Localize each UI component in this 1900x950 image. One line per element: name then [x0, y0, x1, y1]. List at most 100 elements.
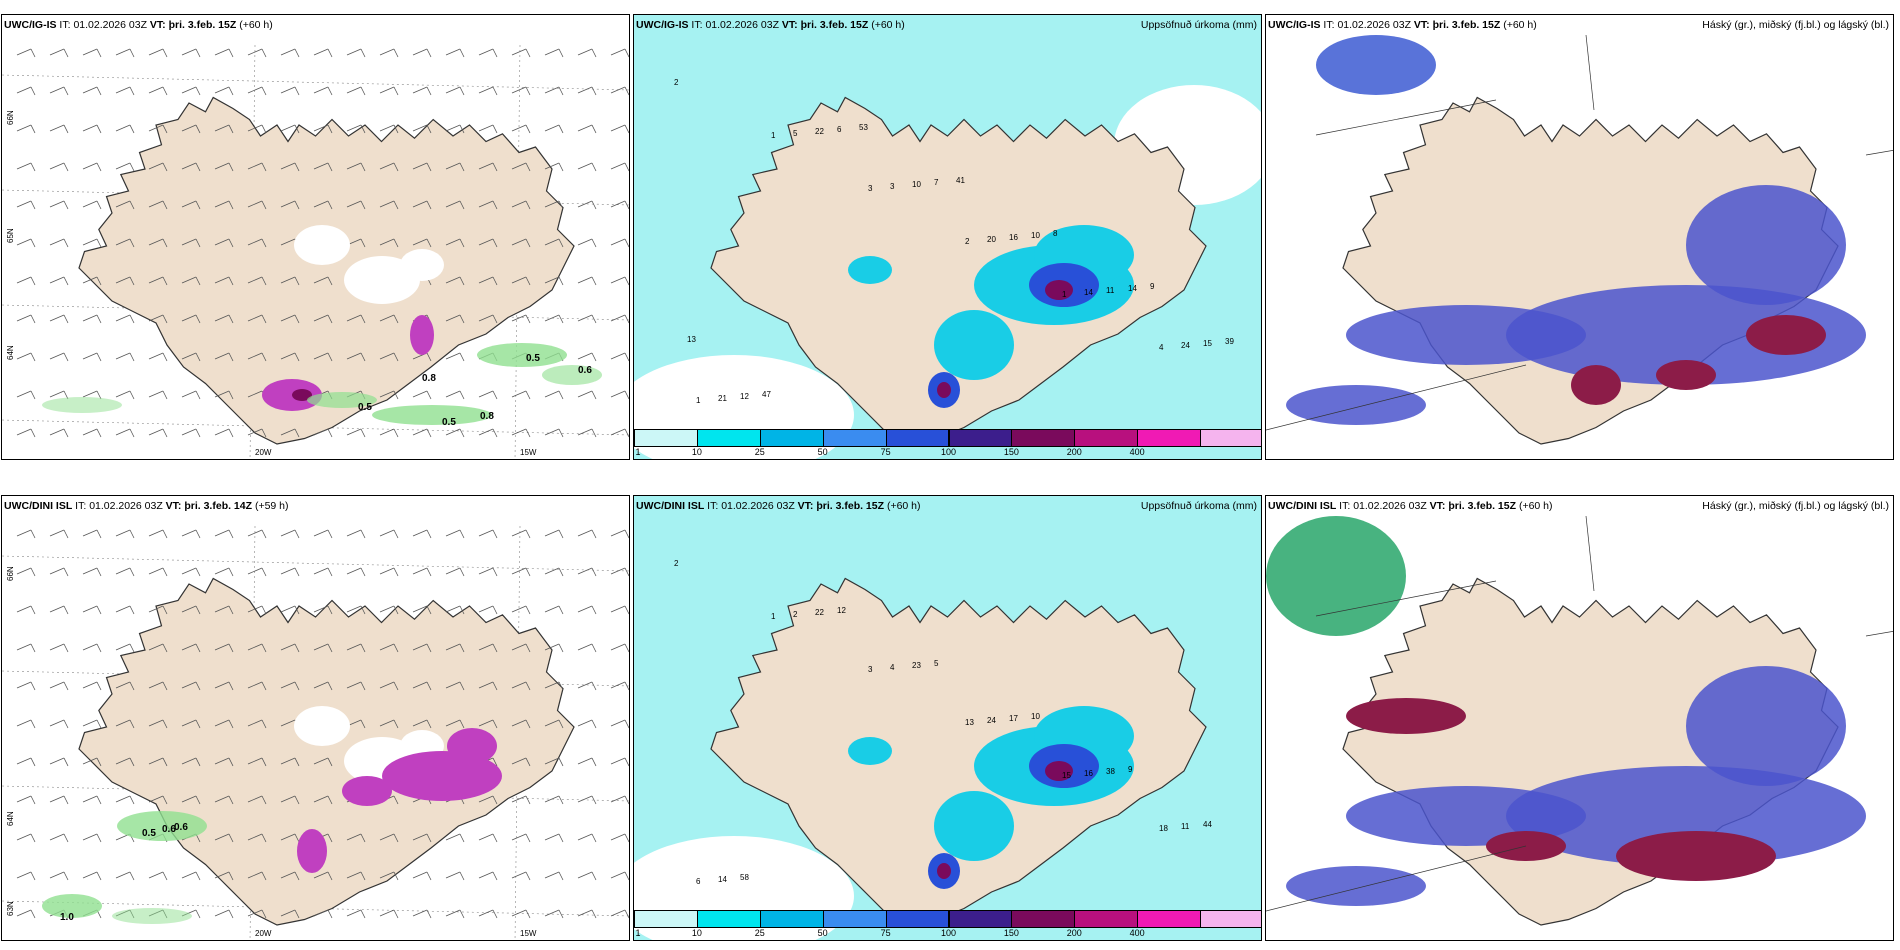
iceland-coastline [78, 577, 575, 926]
wind-barb [214, 605, 230, 613]
colorbar-swatch [822, 429, 887, 447]
wind-barb [591, 795, 597, 805]
wind-barb [478, 314, 494, 322]
wind-barb [162, 681, 168, 691]
wind-barb [228, 605, 234, 615]
wind-barb [393, 567, 399, 577]
wind-barb [261, 757, 267, 767]
wind-barb [525, 719, 531, 729]
wind-barb [63, 529, 69, 539]
wind-barb [393, 795, 399, 805]
wind-barb [511, 605, 527, 613]
wind-barb [228, 428, 234, 438]
wind-barb [558, 605, 564, 615]
wind-barb [280, 314, 296, 322]
wind-barb [129, 390, 135, 400]
wind-barb [558, 643, 564, 653]
iceland-group [78, 96, 575, 445]
wind-barb [346, 200, 362, 208]
wind-barb [129, 200, 135, 210]
wind-barb [294, 200, 300, 210]
wind-barb [544, 314, 560, 322]
wind-barb [280, 643, 296, 651]
wind-barb [624, 428, 629, 438]
value-label: 18 [1159, 824, 1168, 833]
colorbar-swatch [885, 429, 950, 447]
value-label: 7 [934, 178, 939, 187]
wind-barb [624, 719, 629, 729]
colorbar-label: 25 [754, 447, 765, 457]
wind-barb [459, 909, 465, 919]
wind-barb [478, 428, 494, 436]
wind-barb [49, 529, 65, 537]
wind-barb [393, 909, 399, 919]
wind-barb [492, 200, 498, 210]
wind-barb [228, 909, 234, 919]
wind-barb [393, 48, 399, 58]
wind-barb [511, 390, 527, 398]
wind-barb [261, 605, 267, 615]
wind-barb [294, 529, 300, 539]
glacier [294, 706, 350, 746]
wind-barb [478, 390, 494, 398]
wind-barb [181, 605, 197, 613]
wind-barb [313, 124, 329, 132]
wind-barb [624, 238, 629, 248]
wind-barb [327, 276, 333, 286]
wind-barb [214, 643, 230, 651]
value-label: 0.5 [358, 402, 372, 413]
wind-barb [181, 238, 197, 246]
value-label: 1 [771, 131, 776, 140]
wind-barb [360, 529, 366, 539]
wind-barb [82, 871, 98, 879]
wind-barb [82, 795, 98, 803]
wind-barb [49, 276, 65, 284]
wind-barb [115, 428, 131, 436]
wind-barb [492, 757, 498, 767]
wind-barb [393, 719, 399, 729]
wind-barb [525, 200, 531, 210]
wind-barb [228, 795, 234, 805]
wind-barb [610, 795, 626, 803]
wind-barb [195, 314, 201, 324]
wind-barb [82, 567, 98, 575]
wind-barb [181, 757, 197, 765]
wind-barb [544, 162, 560, 170]
precip-core [937, 863, 951, 879]
wind-barb [492, 643, 498, 653]
value-label: 14 [1128, 284, 1137, 293]
wind-barb [327, 795, 333, 805]
panel-wind-bottom: UWC/DINI ISL IT: 01.02.2026 03Z VT: þri.… [1, 495, 630, 941]
high-cloud [1616, 831, 1776, 881]
wind-barb [558, 314, 564, 324]
wind-barb [247, 390, 263, 398]
wind-barb [511, 238, 527, 246]
wind-barb [577, 276, 593, 284]
precip-core [937, 382, 951, 398]
wind-barb [148, 567, 164, 575]
wind-barb [393, 428, 399, 438]
wind-barb [346, 833, 362, 841]
wind-barb [459, 833, 465, 843]
wind-barb [261, 162, 267, 172]
wind-barb [148, 314, 164, 322]
wind-barb [181, 200, 197, 208]
wind-barb [511, 162, 527, 170]
wind-barb [49, 352, 65, 360]
green-band [42, 894, 102, 918]
wind-barb [525, 567, 531, 577]
wind-barb [610, 871, 626, 879]
wind-barb [261, 909, 267, 919]
wind-barb [63, 757, 69, 767]
wind-barb [426, 390, 432, 400]
wind-barb [82, 643, 98, 651]
wind-barb [327, 681, 333, 691]
wind-barb [214, 567, 230, 575]
lon-gridline [514, 44, 521, 459]
wind-barb [181, 428, 197, 436]
wind-barb [610, 48, 626, 56]
precip-core [1045, 761, 1073, 781]
wind-barb [16, 390, 32, 398]
cloud-map [1266, 496, 1893, 940]
panel-title: Háský (gr.), miðský (fj.bl.) og lágský (… [1702, 500, 1889, 512]
